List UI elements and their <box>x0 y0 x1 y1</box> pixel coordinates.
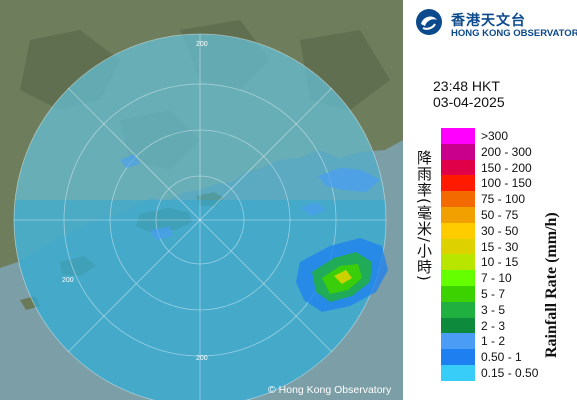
legend-label: >300 <box>481 129 509 143</box>
legend-swatch <box>441 143 475 160</box>
org-name-en: HONG KONG OBSERVATORY <box>451 28 577 39</box>
legend-item: 5 - 7 <box>441 285 559 302</box>
legend-swatch <box>441 285 475 302</box>
legend-item: 3 - 5 <box>441 301 559 318</box>
range-label-west: 200 <box>62 277 74 284</box>
radar-map-svg: 200 200 200 200 <box>0 0 403 400</box>
legend-item: 10 - 15 <box>441 254 559 271</box>
legend-item: 150 - 200 <box>441 159 559 176</box>
legend-swatch <box>441 238 475 255</box>
legend-swatch <box>441 254 475 271</box>
legend-item: 200 - 300 <box>441 143 559 160</box>
legend-label: 30 - 50 <box>481 223 519 238</box>
legend-item: 0.50 - 1 <box>441 349 559 365</box>
rainfall-legend: >300 200 - 300 150 - 200 100 - 150 75 - 100 5… <box>441 128 559 381</box>
range-rings <box>13 33 387 400</box>
radar-map: 200 200 200 200 <box>0 0 403 400</box>
legend-swatch <box>441 191 475 207</box>
legend-label: 0.15 - 0.50 <box>481 365 539 380</box>
legend-swatch <box>441 270 475 286</box>
legend-label: 10 - 15 <box>481 255 519 270</box>
legend-label: 50 - 75 <box>481 207 519 222</box>
legend-swatch <box>441 301 475 318</box>
legend-label: 5 - 7 <box>481 286 506 301</box>
rain-echoes <box>120 154 388 312</box>
legend-label: 100 - 150 <box>481 176 532 191</box>
legend-swatch <box>441 317 475 334</box>
legend-item: 7 - 10 <box>441 270 559 286</box>
org-name-cn: 香港天文台 <box>451 13 526 29</box>
legend-title-cn: 降雨率(毫米/小時) <box>415 150 433 282</box>
legend-item: 30 - 50 <box>441 222 559 239</box>
legend-item: 2 - 3 <box>441 317 559 334</box>
timestamp-time: 23:48 HKT <box>433 78 500 94</box>
hko-logo: 香港天文台 HONG KONG OBSERVATORY <box>413 6 577 42</box>
range-label-south: 200 <box>196 355 208 362</box>
legend-label: 3 - 5 <box>481 302 506 317</box>
legend-swatch <box>441 175 475 192</box>
legend-label: 7 - 10 <box>481 271 512 286</box>
range-label-north: 200 <box>196 41 208 48</box>
legend-item: 0.15 - 0.50 <box>441 364 559 381</box>
legend-item: 1 - 2 <box>441 333 559 350</box>
legend-item: 75 - 100 <box>441 191 559 207</box>
legend-panel: 香港天文台 HONG KONG OBSERVATORY 23:48 HKT 03… <box>403 0 577 400</box>
legend-swatch <box>441 159 475 176</box>
legend-swatch <box>441 333 475 350</box>
legend-swatch <box>441 222 475 239</box>
legend-swatch <box>441 206 475 223</box>
legend-swatch <box>441 349 475 365</box>
legend-swatch <box>441 128 475 144</box>
copyright-notice: © Hong Kong Observatory <box>268 384 392 396</box>
legend-item: >300 <box>441 128 559 144</box>
legend-label: 15 - 30 <box>481 239 519 254</box>
legend-item: 15 - 30 <box>441 238 559 255</box>
timestamp-date: 03-04-2025 <box>433 94 505 110</box>
legend-item: 50 - 75 <box>441 206 559 223</box>
hko-logo-icon <box>416 9 442 35</box>
legend-label: 2 - 3 <box>481 318 506 333</box>
legend-label: 0.50 - 1 <box>481 350 522 365</box>
legend-title-en: Rainfall Rate (mm/h) <box>543 212 560 358</box>
legend-item: 100 - 150 <box>441 175 559 192</box>
legend-label: 150 - 200 <box>481 160 532 175</box>
legend-label: 200 - 300 <box>481 144 532 159</box>
legend-label: 1 - 2 <box>481 334 506 349</box>
legend-label: 75 - 100 <box>481 192 526 207</box>
legend-swatch <box>441 364 475 381</box>
